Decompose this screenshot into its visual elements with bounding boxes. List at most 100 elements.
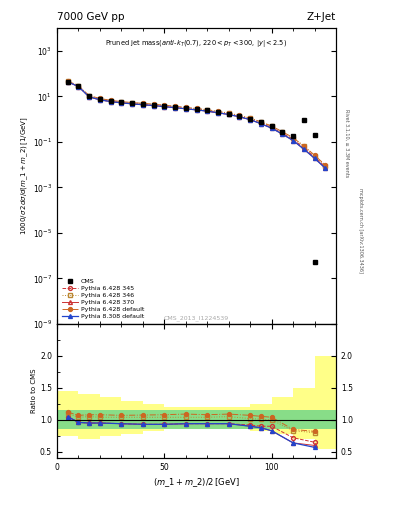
Pythia 6.428 346 xyxy=(76,83,81,89)
CMS xyxy=(76,83,81,89)
Pythia 8.308 default xyxy=(119,100,124,106)
Pythia 6.428 346 xyxy=(269,123,274,130)
Pythia 6.428 default xyxy=(269,123,274,129)
Pythia 6.428 346 xyxy=(87,93,92,99)
Pythia 8.308 default xyxy=(173,104,177,111)
Pythia 6.428 346 xyxy=(248,115,253,121)
Pythia 8.308 default xyxy=(76,83,81,90)
Pythia 6.428 345 xyxy=(173,104,177,111)
Pythia 6.428 346 xyxy=(237,113,242,119)
Pythia 6.428 346 xyxy=(312,153,317,159)
Pythia 6.428 346 xyxy=(301,143,306,149)
Pythia 6.428 345 xyxy=(97,97,102,103)
Pythia 6.428 346 xyxy=(130,100,134,106)
Pythia 6.428 370 xyxy=(269,125,274,131)
Pythia 6.428 346 xyxy=(151,101,156,108)
Pythia 6.428 345 xyxy=(291,136,296,142)
Pythia 8.308 default xyxy=(312,155,317,161)
Pythia 6.428 default xyxy=(130,99,134,105)
Line: CMS: CMS xyxy=(65,80,317,139)
Pythia 6.428 345 xyxy=(312,154,317,160)
Pythia 6.428 370 xyxy=(97,97,102,103)
Pythia 6.428 345 xyxy=(151,102,156,109)
Pythia 6.428 346 xyxy=(323,163,328,169)
Pythia 6.428 default xyxy=(162,102,167,108)
Pythia 6.428 370 xyxy=(280,131,285,137)
CMS xyxy=(130,100,134,106)
Pythia 6.428 345 xyxy=(119,100,124,106)
Pythia 6.428 370 xyxy=(226,112,231,118)
Pythia 6.428 370 xyxy=(248,117,253,123)
Pythia 6.428 default xyxy=(119,98,124,104)
Pythia 6.428 346 xyxy=(65,78,70,84)
Pythia 6.428 370 xyxy=(76,83,81,90)
Pythia 6.428 370 xyxy=(140,102,145,108)
CMS xyxy=(248,116,253,122)
Pythia 6.428 default xyxy=(194,105,199,112)
Pythia 6.428 default xyxy=(301,143,306,149)
Pythia 6.428 345 xyxy=(269,124,274,131)
Pythia 8.308 default xyxy=(87,94,92,100)
Line: Pythia 6.428 346: Pythia 6.428 346 xyxy=(66,79,327,167)
CMS xyxy=(108,98,113,104)
CMS xyxy=(194,106,199,113)
CMS xyxy=(119,99,124,105)
Pythia 6.428 default xyxy=(76,82,81,89)
Pythia 6.428 346 xyxy=(291,135,296,141)
Pythia 8.308 default xyxy=(162,103,167,110)
CMS xyxy=(173,104,177,110)
Pythia 6.428 370 xyxy=(301,146,306,152)
Text: 7000 GeV pp: 7000 GeV pp xyxy=(57,12,125,22)
CMS xyxy=(226,111,231,117)
Pythia 6.428 370 xyxy=(216,110,220,116)
Pythia 8.308 default xyxy=(248,117,253,123)
Pythia 6.428 345 xyxy=(301,145,306,151)
CMS xyxy=(184,105,188,111)
Pythia 6.428 346 xyxy=(119,99,124,105)
CMS xyxy=(237,113,242,119)
CMS xyxy=(65,79,70,86)
Pythia 6.428 370 xyxy=(108,98,113,104)
Pythia 8.308 default xyxy=(205,108,209,114)
Y-axis label: $1000/\sigma\,2d\sigma/d(m\_1 + m\_2)\,[1/\mathrm{GeV}]$: $1000/\sigma\,2d\sigma/d(m\_1 + m\_2)\,[… xyxy=(20,117,30,236)
Pythia 6.428 345 xyxy=(248,116,253,122)
Pythia 8.308 default xyxy=(184,105,188,112)
Pythia 6.428 345 xyxy=(140,102,145,108)
Pythia 8.308 default xyxy=(291,137,296,143)
Pythia 6.428 345 xyxy=(259,120,263,126)
Pythia 6.428 370 xyxy=(151,102,156,109)
Pythia 8.308 default xyxy=(237,114,242,120)
Pythia 6.428 345 xyxy=(194,107,199,113)
Pythia 6.428 370 xyxy=(312,155,317,161)
Pythia 6.428 345 xyxy=(280,130,285,136)
Line: Pythia 6.428 370: Pythia 6.428 370 xyxy=(66,80,327,170)
CMS xyxy=(151,102,156,108)
X-axis label: $(m\_1 + m\_2) / 2\,[\mathrm{GeV}]$: $(m\_1 + m\_2) / 2\,[\mathrm{GeV}]$ xyxy=(153,476,240,489)
Line: Pythia 6.428 345: Pythia 6.428 345 xyxy=(66,80,327,169)
Pythia 6.428 default xyxy=(291,135,296,141)
Pythia 8.308 default xyxy=(151,102,156,109)
Pythia 6.428 345 xyxy=(65,79,70,85)
Pythia 6.428 370 xyxy=(259,121,263,127)
CMS xyxy=(280,129,285,135)
Pythia 6.428 default xyxy=(259,119,263,125)
Pythia 6.428 346 xyxy=(205,107,209,113)
Pythia 6.428 370 xyxy=(184,105,188,112)
Pythia 6.428 default xyxy=(323,162,328,168)
Pythia 6.428 346 xyxy=(280,129,285,135)
Pythia 6.428 default xyxy=(108,97,113,103)
Pythia 8.308 default xyxy=(65,79,70,85)
Pythia 6.428 370 xyxy=(65,79,70,85)
CMS xyxy=(87,93,92,99)
Pythia 6.428 345 xyxy=(216,110,220,116)
Pythia 6.428 default xyxy=(216,109,220,115)
Legend: CMS, Pythia 6.428 345, Pythia 6.428 346, Pythia 6.428 370, Pythia 6.428 default,: CMS, Pythia 6.428 345, Pythia 6.428 346,… xyxy=(60,277,146,321)
CMS xyxy=(97,96,102,102)
Pythia 6.428 370 xyxy=(194,107,199,113)
Pythia 6.428 345 xyxy=(205,108,209,114)
Line: Pythia 8.308 default: Pythia 8.308 default xyxy=(66,80,327,170)
Pythia 8.308 default xyxy=(194,107,199,113)
Pythia 6.428 370 xyxy=(237,114,242,120)
Pythia 8.308 default xyxy=(280,131,285,137)
Pythia 6.428 default xyxy=(151,101,156,107)
